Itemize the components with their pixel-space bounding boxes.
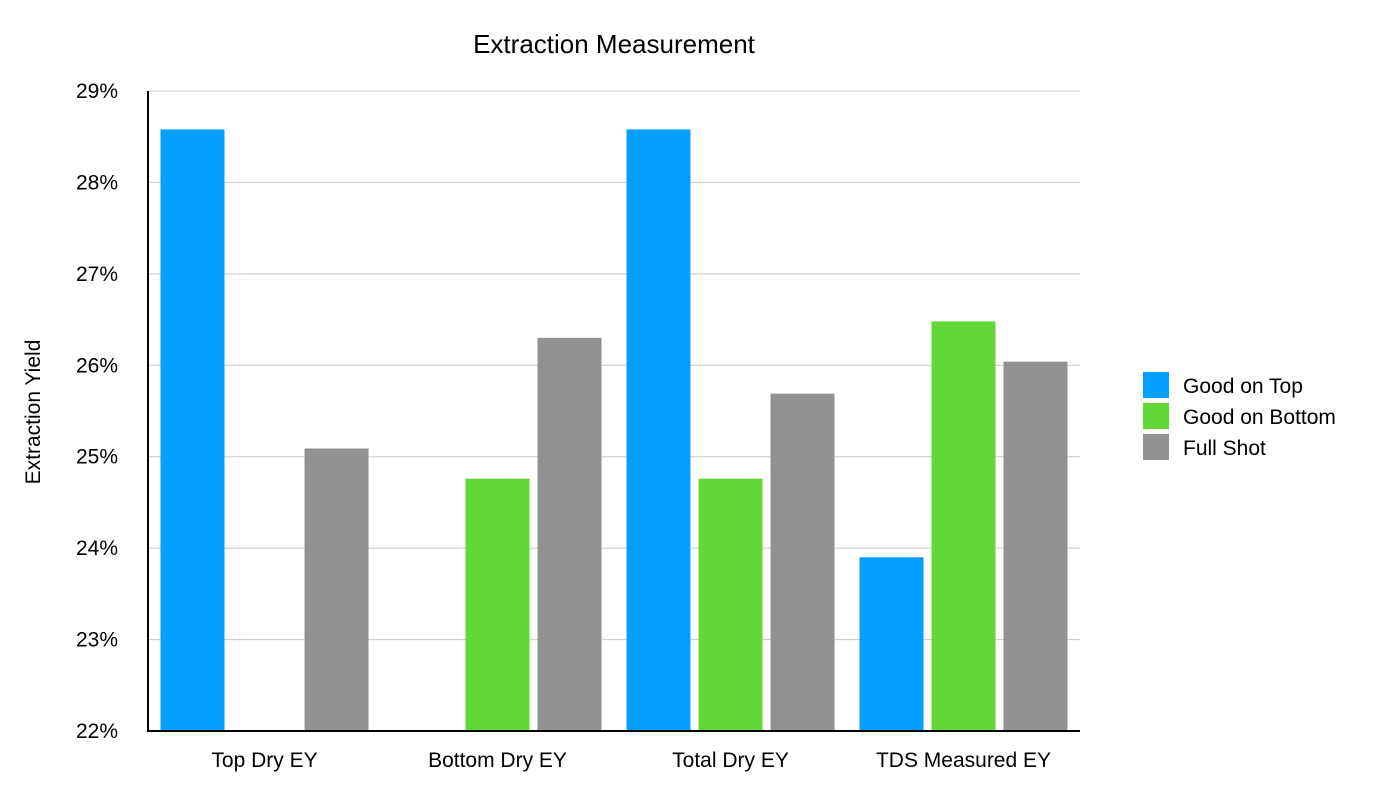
bar-good-on-bottom-3 (931, 321, 996, 731)
legend-label: Full Shot (1183, 437, 1266, 460)
axes (147, 91, 1080, 732)
legend-swatch (1143, 372, 1169, 398)
legend-swatch (1143, 403, 1169, 429)
bar-full-shot-1 (537, 337, 602, 731)
x-tick-label: Total Dry EY (672, 749, 789, 772)
bars (160, 129, 1068, 731)
chart-title: Extraction Measurement (473, 29, 756, 59)
y-axis-ticks: 22% 23% 24% 25% 26% 27% 28% 29% (76, 80, 118, 743)
bar-good-on-top-0 (160, 129, 225, 731)
y-axis-label: Extraction Yield (22, 340, 45, 485)
bar-full-shot-3 (1003, 361, 1068, 731)
bar-good-on-top-3 (859, 557, 924, 731)
y-tick-label: 28% (76, 171, 118, 194)
y-tick-label: 22% (76, 720, 118, 743)
legend-label: Good on Bottom (1183, 406, 1336, 429)
legend: Good on Top Good on Bottom Full Shot (1143, 372, 1336, 460)
bar-good-on-bottom-1 (465, 478, 530, 731)
y-tick-label: 23% (76, 629, 118, 652)
y-tick-label: 26% (76, 354, 118, 377)
bar-good-on-top-2 (626, 129, 691, 731)
x-tick-label: Bottom Dry EY (428, 749, 567, 772)
y-tick-label: 24% (76, 537, 118, 560)
gridlines (148, 90, 1080, 641)
legend-swatch (1143, 434, 1169, 460)
bar-full-shot-2 (770, 393, 835, 731)
x-tick-label: TDS Measured EY (876, 749, 1051, 772)
x-tick-label: Top Dry EY (211, 749, 317, 772)
legend-label: Good on Top (1183, 375, 1303, 398)
bar-full-shot-0 (304, 448, 369, 731)
y-tick-label: 27% (76, 263, 118, 286)
y-tick-label: 29% (76, 80, 118, 103)
x-axis-ticks: Top Dry EY Bottom Dry EY Total Dry EY TDS M… (211, 749, 1051, 772)
bar-good-on-bottom-2 (698, 478, 763, 731)
y-tick-label: 25% (76, 446, 118, 469)
